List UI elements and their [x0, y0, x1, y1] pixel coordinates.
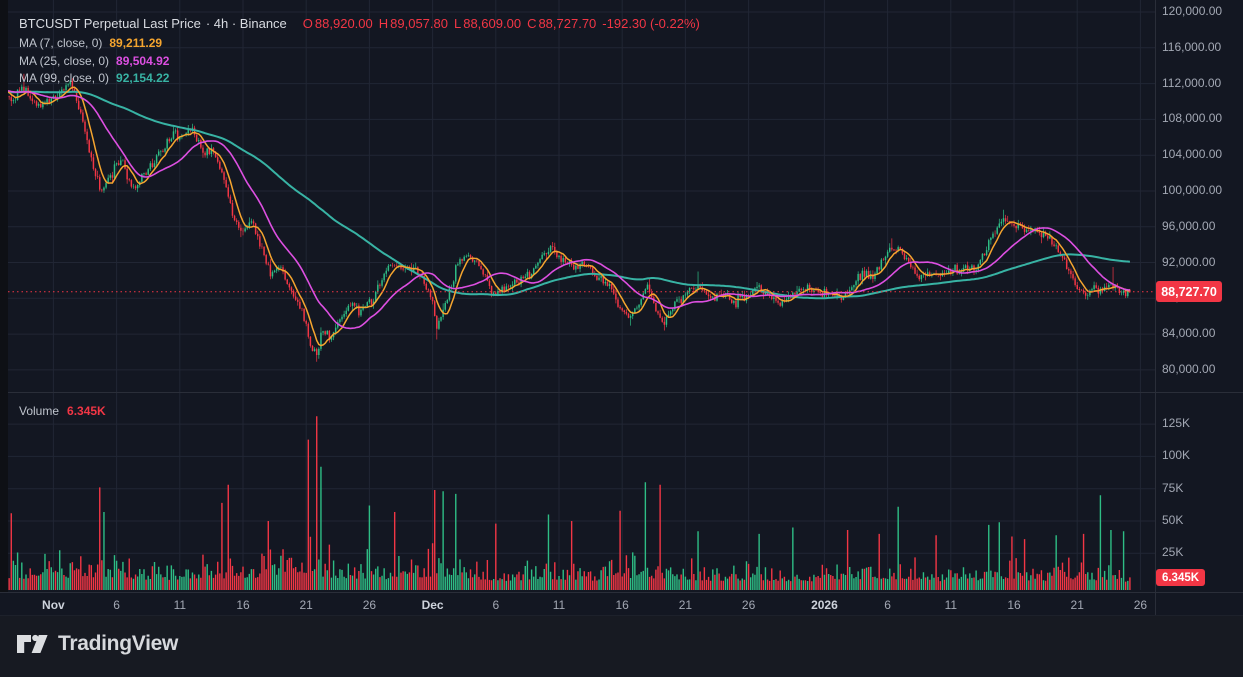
volume-legend-row[interactable]: Volume 6.345K [19, 402, 106, 420]
symbol-meta: · 4h · Binance [205, 16, 287, 31]
ma7-label: MA (7, close, 0) [19, 36, 103, 50]
time-axis-label: 6 [113, 598, 120, 612]
open-label: O 88,920.00 [302, 16, 373, 31]
ohlc-values: O 88,920.00 H 89,057.80 L 88,609.00 C 88,727.70… [297, 16, 700, 31]
ma7-legend-row[interactable]: MA (7, close, 0) 89,211.29 [19, 34, 162, 52]
ma99-legend-row[interactable]: MA (99, close, 0) 92,154.22 [19, 69, 169, 87]
time-axis-label: 11 [944, 598, 958, 612]
chart-left-gutter [0, 0, 8, 592]
last-price-badge-text: 88,727.70 [1161, 284, 1217, 299]
volume-value: 6.345K [67, 404, 106, 418]
time-axis-label: 26 [1133, 598, 1148, 612]
volume-axis-label: 50K [1162, 513, 1184, 527]
time-axis-label: 21 [678, 598, 693, 612]
price-axis-label: 96,000.00 [1162, 218, 1216, 233]
price-axis-label: 112,000.00 [1162, 75, 1222, 90]
chart-canvas[interactable] [0, 0, 1243, 616]
time-axis-label: 26 [362, 598, 377, 612]
volume-axis-label: 125K [1162, 416, 1191, 431]
ma25-label: MA (25, close, 0) [19, 54, 110, 68]
tradingview-logo-link[interactable]: TradingView [16, 631, 178, 657]
price-axis-label: 104,000.00 [1162, 147, 1223, 162]
time-axis-label: 2026 [811, 598, 838, 612]
last-volume-badge-text: 6.345K [1161, 571, 1200, 584]
price-axis-label: 92,000.00 [1162, 254, 1216, 269]
high-label: H 89,057.80 [378, 16, 448, 31]
price-axis-label: 120,000.00 [1162, 4, 1223, 18]
last-price-badge: 88,727.70 [1156, 281, 1222, 303]
symbol-legend-row[interactable]: BTCUSDT Perpetual Last Price · 4h · Binan… [19, 15, 700, 33]
price-axis-border [1155, 0, 1156, 616]
volume-axis-label: 75K [1162, 480, 1184, 495]
ma7-value: 89,211.29 [109, 36, 163, 50]
time-axis-label: 16 [236, 598, 250, 612]
low-label: L 88,609.00 [453, 16, 522, 31]
price-axis-label: 84,000.00 [1162, 326, 1216, 341]
time-axis-label: 6 [492, 598, 500, 612]
ma99-value: 92,154.22 [116, 71, 170, 85]
footer-bar: TradingView [0, 616, 1243, 677]
last-volume-badge: 6.345K [1156, 569, 1205, 587]
ma25-value: 89,504.92 [116, 54, 170, 68]
time-axis-label: 21 [1070, 598, 1084, 612]
volume-axis-label: 100K [1162, 448, 1191, 463]
time-axis-label: 16 [1007, 598, 1021, 612]
chart-bottom-edge [0, 615, 1243, 616]
time-axis-label: 11 [552, 598, 566, 612]
time-axis-label: Dec [421, 598, 444, 612]
ma25-legend-row[interactable]: MA (25, close, 0) 89,504.92 [19, 52, 169, 70]
change-label: -192.30 (-0.22%) [602, 16, 700, 31]
volume-label: Volume [19, 404, 60, 418]
time-axis-label: 6 [884, 598, 891, 612]
time-axis-label: 26 [741, 598, 756, 612]
tradingview-logo-icon [17, 634, 48, 653]
price-axis-label: 108,000.00 [1162, 111, 1223, 126]
close-label: C 88,727.70 [527, 16, 597, 31]
pane-separator[interactable] [0, 392, 1243, 393]
price-axis-label: 80,000.00 [1162, 361, 1216, 376]
volume-axis-label: 25K [1162, 545, 1184, 560]
chart-widget[interactable]: Nov 6 11 16 21 26 Dec 6 11 16 21 26 2026 6 11 16 21 26 12… [0, 0, 1243, 616]
tradingview-logo-text: TradingView [58, 632, 179, 655]
time-axis-label: 16 [615, 598, 629, 612]
time-axis-label: Nov [42, 598, 65, 612]
time-axis[interactable]: Nov 6 11 16 21 26 Dec 6 11 16 21 26 2026 6 11 16 21 26 [0, 592, 1243, 617]
price-axis-label: 116,000.00 [1162, 39, 1222, 54]
time-axis-label: 21 [299, 598, 313, 612]
time-axis-label: 11 [173, 598, 187, 612]
price-axis-label: 100,000.00 [1162, 182, 1223, 197]
symbol-title[interactable]: BTCUSDT Perpetual Last Price [19, 16, 201, 31]
ma99-label: MA (99, close, 0) [19, 71, 110, 85]
